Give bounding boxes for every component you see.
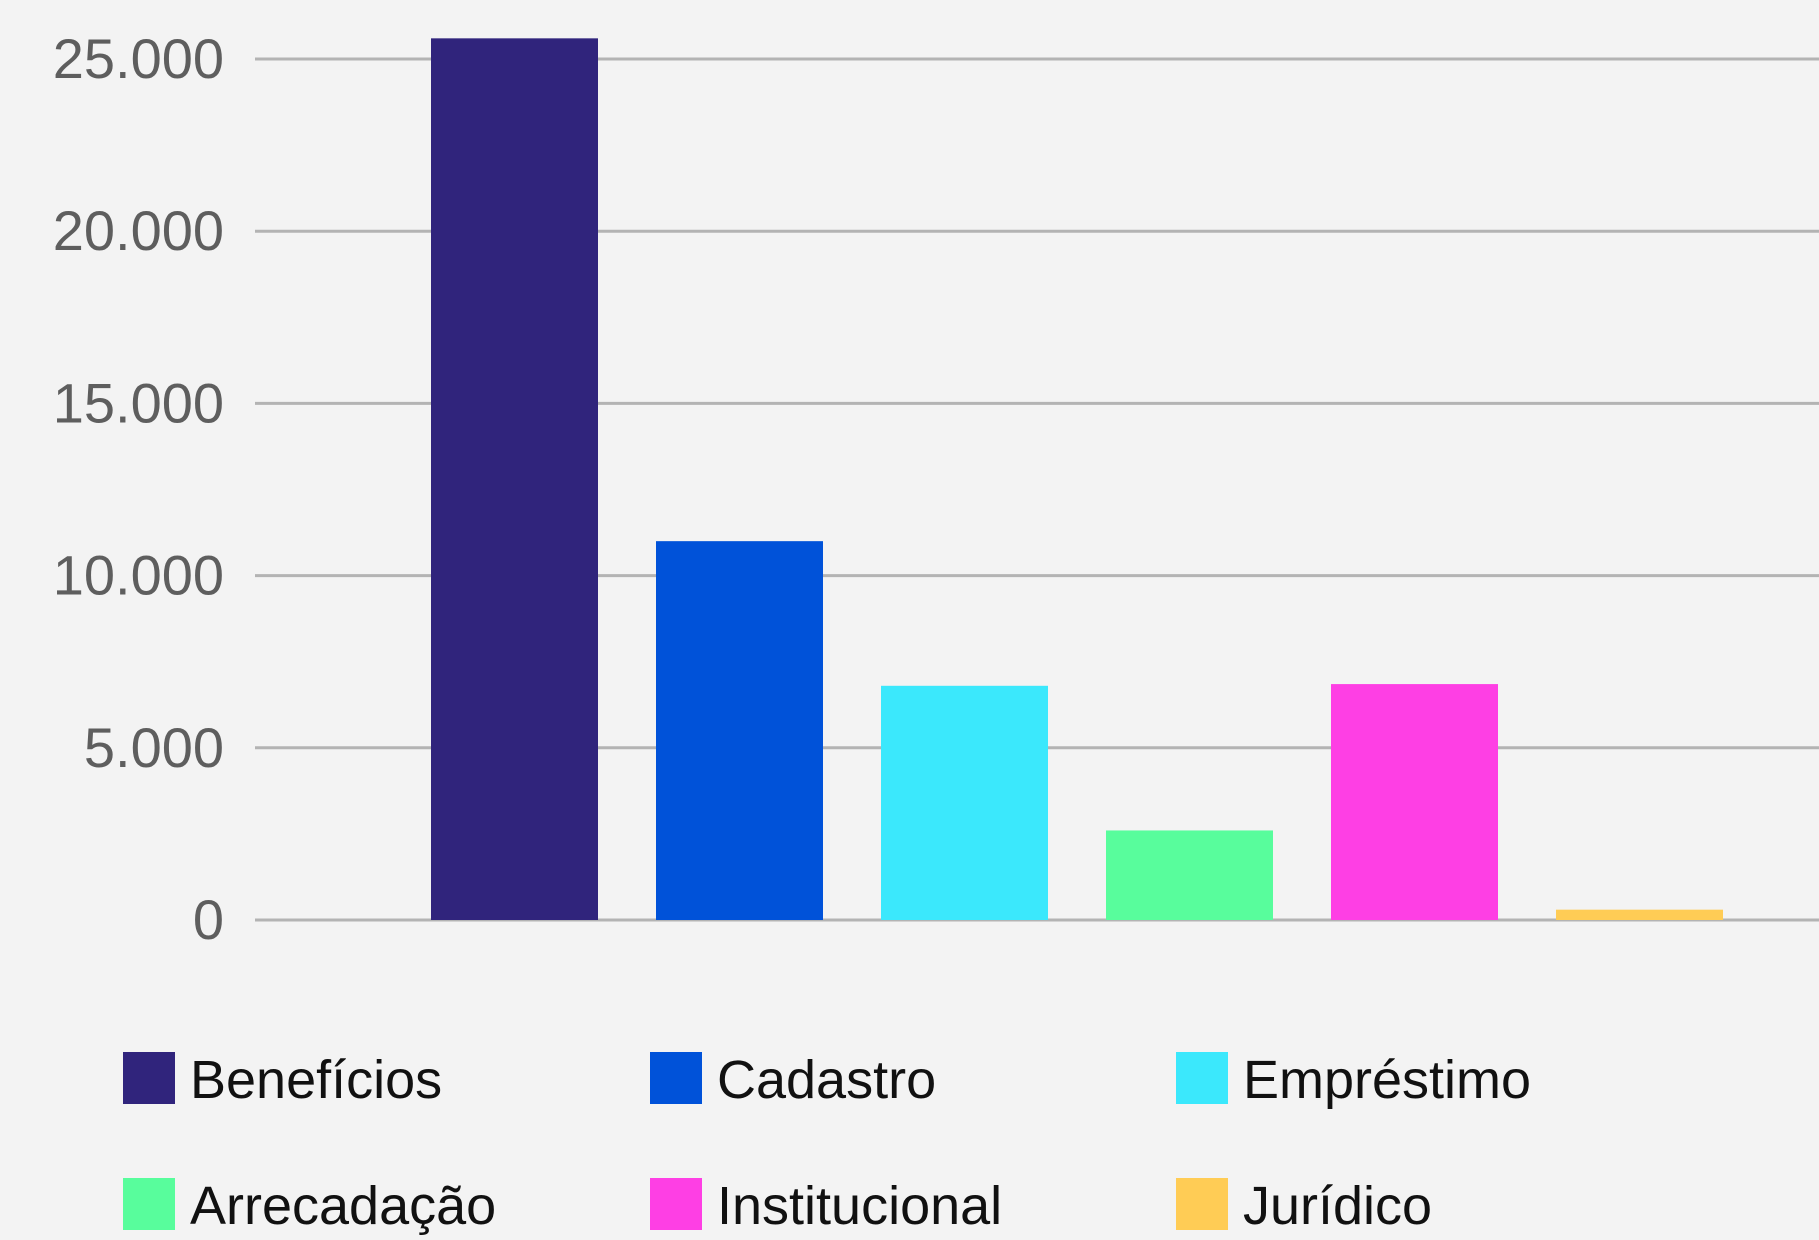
legend-label: Benefícios [190,1050,442,1110]
legend-item: Benefícios [123,1050,442,1110]
bar-2 [881,685,1048,920]
y-tick-label: 20.000 [53,199,224,262]
legend-label: Arrecadação [190,1176,496,1236]
y-tick-label: 25.000 [53,27,224,90]
legend-item: Arrecadação [123,1176,496,1236]
legend-label: Institucional [717,1176,1002,1236]
bar-1 [656,541,823,920]
bars [431,38,1723,920]
bar-4 [1331,684,1498,920]
legend-label: Cadastro [717,1050,936,1110]
legend-swatch [650,1052,702,1104]
legend-item: Cadastro [650,1050,936,1110]
legend-label: Empréstimo [1243,1050,1531,1110]
y-tick-label: 15.000 [53,371,224,434]
legend-swatch [1176,1178,1228,1230]
legend-label: Jurídico [1243,1176,1432,1236]
legend-item: Institucional [650,1176,1002,1236]
bar-3 [1106,830,1273,920]
bar-0 [431,38,598,920]
legend: Benefícios Cadastro Empréstimo Arrecadação I… [123,1050,1531,1236]
legend-swatch [1176,1052,1228,1104]
y-tick-label: 0 [193,888,224,951]
y-tick-label: 10.000 [53,544,224,607]
y-tick-label: 5.000 [84,716,224,779]
legend-item: Empréstimo [1176,1050,1531,1110]
y-axis-ticks: 0 5.000 10.000 15.000 20.000 25.000 [53,27,224,951]
legend-swatch [650,1178,702,1230]
legend-item: Jurídico [1176,1176,1432,1236]
legend-swatch [123,1052,175,1104]
bar-5 [1556,909,1723,920]
legend-swatch [123,1178,175,1230]
